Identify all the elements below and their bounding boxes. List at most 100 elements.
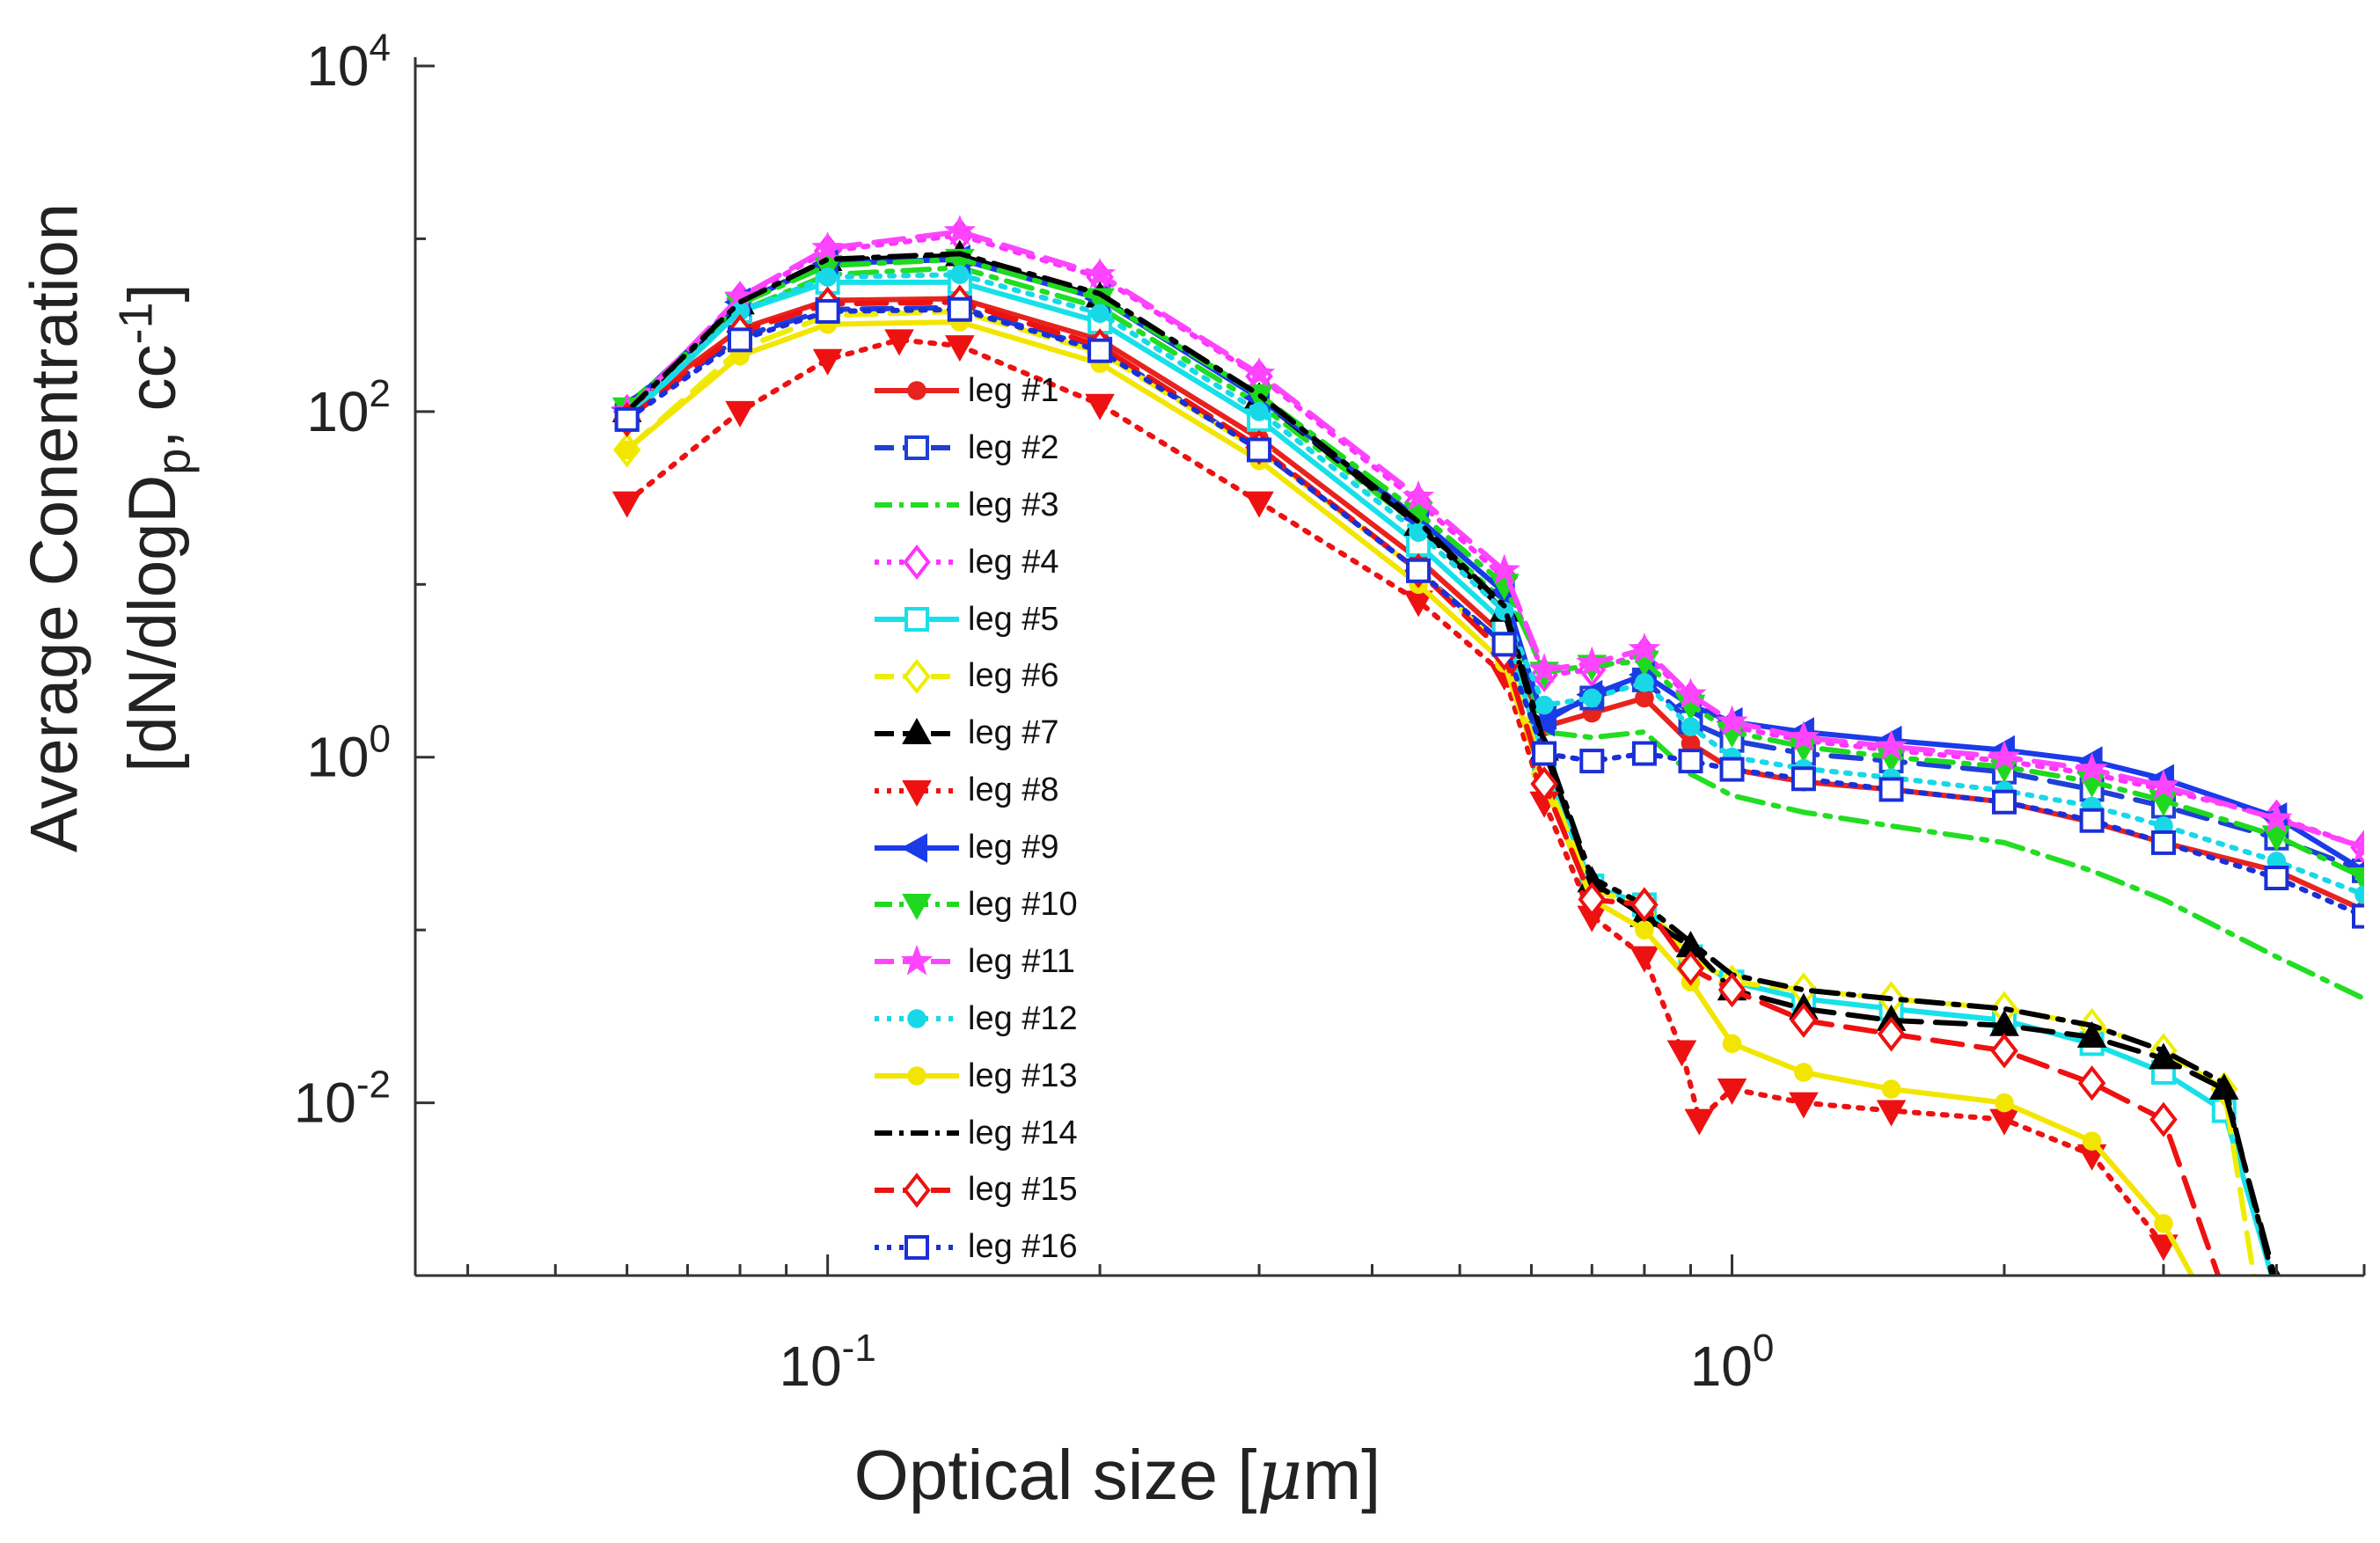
series-11-point — [1716, 705, 1748, 736]
series-5-line — [624, 279, 2275, 1276]
legend-item-2: leg #2 — [871, 420, 1117, 477]
legend-label: leg #12 — [968, 999, 1078, 1037]
series-11-point — [1402, 479, 1435, 511]
legend-item-12: leg #12 — [871, 991, 1117, 1048]
series-15-point — [1676, 950, 1705, 986]
y-axis-label-line2: [dN/dlogDp, cc-1] — [109, 283, 201, 772]
legend-swatch — [875, 502, 959, 508]
series-11-point — [1576, 646, 1608, 677]
x-tick-label: 100 — [1690, 1327, 1775, 1398]
series-11-point — [2147, 769, 2180, 801]
series-16-point — [2150, 830, 2176, 855]
y-tick-label: 102 — [306, 372, 391, 443]
x-tick-label: 10-1 — [779, 1327, 875, 1398]
legend-item-11: leg #11 — [871, 933, 1117, 991]
legend-label: leg #9 — [968, 829, 1059, 867]
legend-label: leg #13 — [968, 1057, 1078, 1094]
series-16-point — [728, 327, 753, 353]
legend-swatch — [875, 832, 959, 863]
y-tick-label: 10-2 — [294, 1064, 391, 1135]
series-2-line — [624, 304, 2364, 874]
series-8-point — [1666, 1040, 1697, 1067]
legend-item-13: leg #13 — [871, 1048, 1117, 1105]
series-13-point — [2154, 1214, 2173, 1233]
series-11-point — [1242, 356, 1276, 388]
series-16-point — [1532, 741, 1557, 766]
series-8-point — [1403, 590, 1433, 618]
series-8 — [611, 329, 2179, 1261]
series-8-point — [1876, 1100, 1907, 1127]
series-16-point — [1631, 741, 1657, 766]
series-11-point — [1674, 677, 1707, 709]
axes-layer — [414, 57, 2366, 1277]
series-16-point — [1719, 757, 1745, 782]
legend-item-7: leg #7 — [871, 705, 1117, 762]
series-8-point — [1085, 393, 1115, 420]
legend-marker — [904, 607, 929, 632]
y-tick-label: 104 — [306, 26, 391, 98]
legend-marker — [903, 1172, 931, 1208]
legend-label: leg #3 — [968, 486, 1059, 523]
series-15-point — [1630, 887, 1659, 923]
series-11-point — [2076, 752, 2108, 784]
series-5-point — [2266, 1282, 2287, 1303]
legend-label: leg #16 — [968, 1228, 1078, 1266]
series-10-point — [2261, 825, 2292, 852]
legend-item-3: leg #3 — [871, 477, 1117, 534]
series-9-point — [1528, 706, 1556, 737]
series-16-point — [1678, 749, 1703, 774]
series-12-point — [1635, 673, 1654, 692]
series-11-point — [811, 231, 844, 262]
series-7-point — [2076, 1020, 2107, 1048]
legend-swatch — [875, 545, 959, 581]
series-11-point — [1875, 729, 1908, 761]
series-16-point — [1991, 789, 2017, 815]
series-12-point — [730, 302, 750, 321]
series-8-point — [812, 348, 843, 376]
series-13-point — [2192, 1283, 2211, 1302]
series-13-point — [617, 440, 637, 460]
series-15-point — [1990, 1033, 2018, 1069]
series-11-point — [1628, 633, 1661, 663]
legend-marker — [902, 779, 932, 807]
series-8-point — [1244, 491, 1274, 518]
series-8-point — [945, 335, 975, 362]
series-16-line — [624, 306, 2364, 919]
series-16-point — [947, 296, 972, 322]
legend-label: leg #8 — [968, 772, 1059, 809]
series-16-point — [1087, 338, 1113, 363]
legend-marker — [907, 1009, 926, 1029]
legend-label: leg #4 — [968, 543, 1059, 581]
series-11-point — [1787, 720, 1820, 751]
series-15-point — [2223, 1274, 2225, 1276]
legend-marker — [900, 945, 934, 976]
series-15-point — [1578, 881, 1607, 918]
series-11-point — [1988, 740, 2021, 772]
legend-swatch — [875, 1172, 959, 1208]
legend-label: leg #10 — [968, 885, 1078, 923]
legend-marker — [904, 435, 929, 461]
series-12-point — [1249, 402, 1269, 421]
legend-swatch — [875, 717, 959, 744]
series-8-line — [624, 337, 2166, 1248]
series-11-point — [2347, 830, 2364, 861]
legend-swatch — [875, 1066, 959, 1086]
series-16-point — [1790, 766, 1816, 792]
series-12-point — [950, 265, 970, 285]
series-8-point — [1717, 1079, 1747, 1106]
legend-item-15: leg #15 — [871, 1161, 1117, 1218]
series-16-point — [1579, 749, 1605, 774]
legend-label: leg #14 — [968, 1114, 1078, 1152]
series-11-point — [1083, 258, 1117, 289]
legend-swatch — [875, 381, 959, 401]
series-15-point — [2077, 1065, 2106, 1101]
x-axis-label: Optical size [μm] — [853, 1434, 1381, 1516]
series-13-point — [2082, 1131, 2102, 1151]
legend-item-9: leg #9 — [871, 819, 1117, 876]
series-16-point — [1491, 632, 1517, 657]
series-16-point — [2264, 866, 2289, 891]
series-14 — [624, 251, 2275, 1276]
series-13-point — [1995, 1093, 2014, 1113]
series-13-point — [1722, 1034, 1742, 1054]
series-13 — [617, 312, 2211, 1302]
